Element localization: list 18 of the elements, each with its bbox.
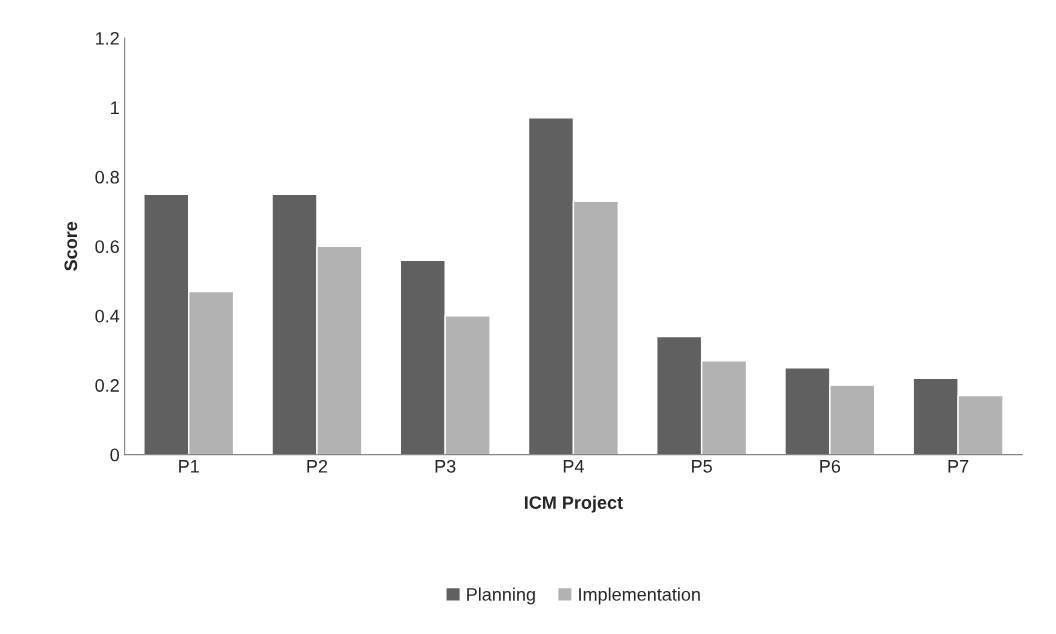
x-tick-label: P4 — [563, 460, 584, 473]
x-tick-label: P7 — [948, 460, 969, 473]
x-tick-label: P1 — [179, 460, 199, 473]
y-tick-label: 0 — [110, 448, 120, 462]
y-tick-label: 1.2 — [96, 31, 119, 45]
y-tick-label: 1 — [111, 101, 119, 115]
x-tick-label: P2 — [307, 459, 328, 473]
x-axis-title: ICM Project — [524, 495, 623, 513]
x-tick-label: P6 — [820, 459, 841, 473]
y-tick-label: 0.4 — [95, 309, 120, 323]
legend-label: Planning — [467, 587, 535, 605]
x-tick-label: P3 — [435, 459, 456, 473]
y-tick-label: 0.2 — [95, 379, 119, 392]
x-tick-label: P5 — [692, 460, 712, 473]
legend-label: Implementation — [579, 587, 700, 605]
y-tick-label: 0.8 — [95, 170, 119, 184]
y-tick-label: 0.6 — [95, 240, 119, 254]
y-axis-title: Score — [64, 221, 78, 271]
